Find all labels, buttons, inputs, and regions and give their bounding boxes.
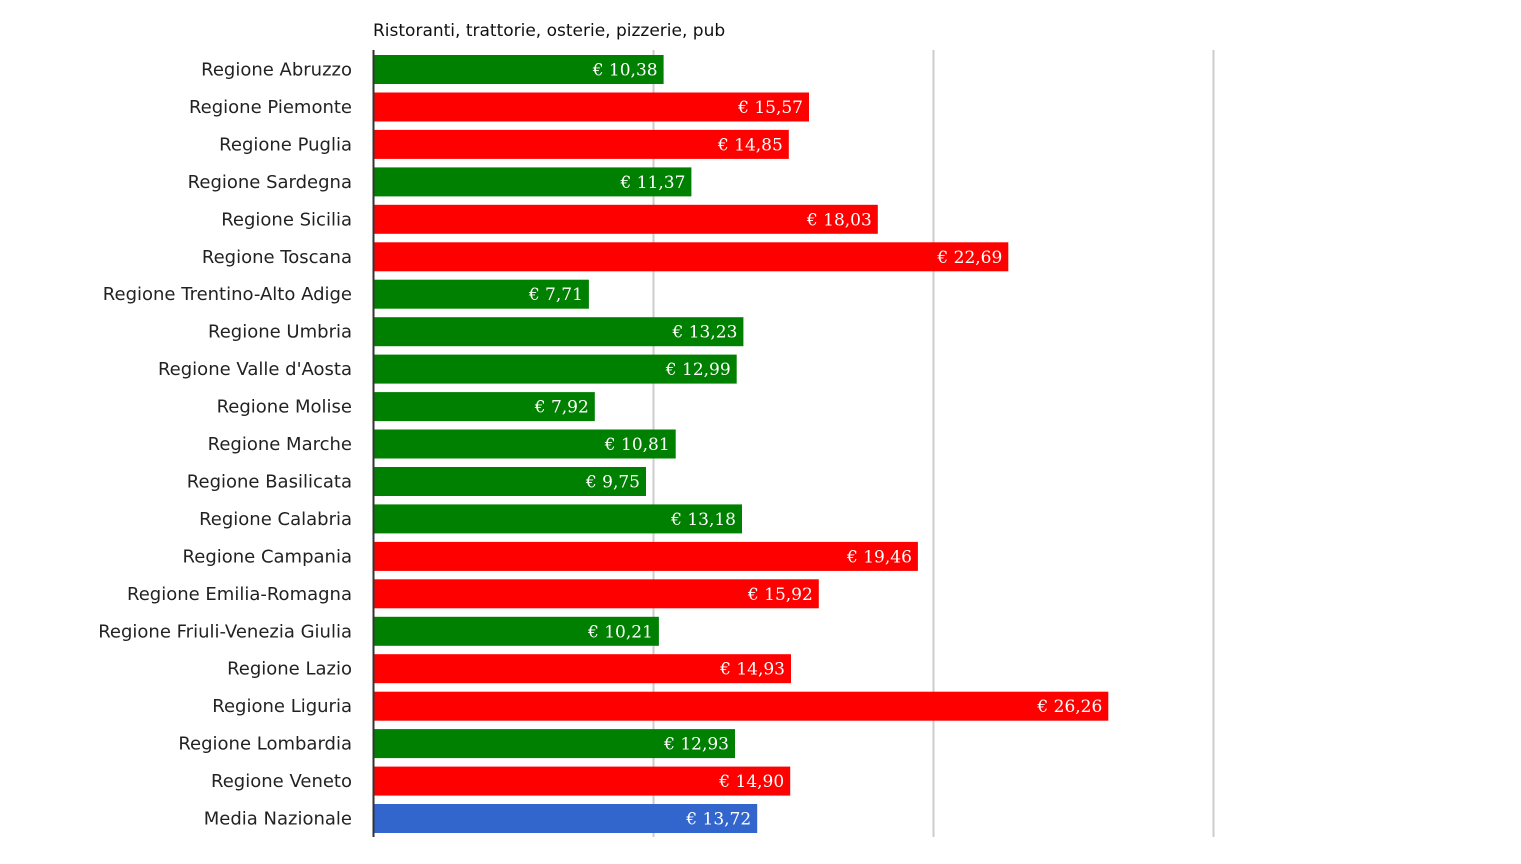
data-label: € 15,57 [737,98,803,118]
category-label: Regione Veneto [211,771,352,792]
data-label: € 12,93 [663,735,729,755]
data-label: € 13,23 [672,323,738,343]
bar [373,167,692,197]
data-label: € 7,71 [528,285,583,305]
bar [373,92,809,122]
category-label: Regione Lombardia [178,734,352,755]
category-label: Regione Basilicata [187,472,352,493]
category-labels: Regione Abruzzo Regione Piemonte Regione P… [98,60,352,830]
bar [373,429,676,459]
bar [373,729,735,759]
bar [373,616,659,646]
bar [373,242,1009,272]
bar [373,691,1109,721]
category-label: Regione Lazio [227,659,352,680]
data-label: € 14,90 [718,772,784,792]
data-label: € 13,72 [685,810,751,830]
data-label: € 26,26 [1036,697,1102,717]
chart-title: Ristoranti, trattorie, osterie, pizzerie… [373,21,725,41]
data-label: € 7,92 [534,398,589,418]
category-label: Regione Abruzzo [201,60,352,81]
data-label: € 14,93 [719,660,785,680]
data-label: € 9,75 [585,473,640,493]
data-label: € 10,81 [604,435,670,455]
bar [373,804,758,833]
data-label: € 10,21 [587,622,653,642]
category-label: Media Nazionale [204,809,352,830]
category-label: Regione Piemonte [189,97,352,118]
data-label: € 19,46 [846,547,912,567]
category-label: Regione Valle d'Aosta [158,359,352,380]
category-label: Regione Sicilia [221,209,352,230]
category-label: Regione Marche [208,434,352,455]
bar [373,204,878,234]
bar [373,766,791,796]
bar [373,579,819,609]
category-label: Regione Molise [217,397,352,418]
category-label: Regione Emilia-Romagna [127,584,352,605]
category-label: Regione Friuli-Venezia Giulia [98,621,352,642]
category-label: Regione Puglia [219,134,352,155]
bar [373,392,595,422]
data-label: € 12,99 [665,360,731,380]
data-label: € 22,69 [936,248,1002,268]
category-label: Regione Calabria [199,509,352,530]
data-label: € 11,37 [620,173,686,193]
data-label: € 14,85 [717,135,783,155]
bar [373,541,918,571]
bar [373,504,742,534]
bar [373,317,744,347]
bar [373,55,664,84]
data-label: € 10,38 [592,61,658,81]
bar [373,354,737,384]
data-label: € 15,92 [747,585,813,605]
bar [373,467,646,496]
data-label: € 13,18 [670,510,736,530]
bar [373,654,791,684]
bar [373,129,789,159]
category-label: Regione Sardegna [188,172,352,193]
bars: € 10,38 € 15,57 € 14,85 € 11,37 € 18,03 € 22,… [373,55,1109,833]
category-label: Regione Umbria [208,322,352,343]
category-label: Regione Liguria [212,696,352,717]
data-label: € 18,03 [806,210,872,230]
category-label: Regione Campania [183,546,352,567]
category-label: Regione Trentino-Alto Adige [103,284,352,305]
bar [373,279,589,309]
category-label: Regione Toscana [202,247,352,268]
